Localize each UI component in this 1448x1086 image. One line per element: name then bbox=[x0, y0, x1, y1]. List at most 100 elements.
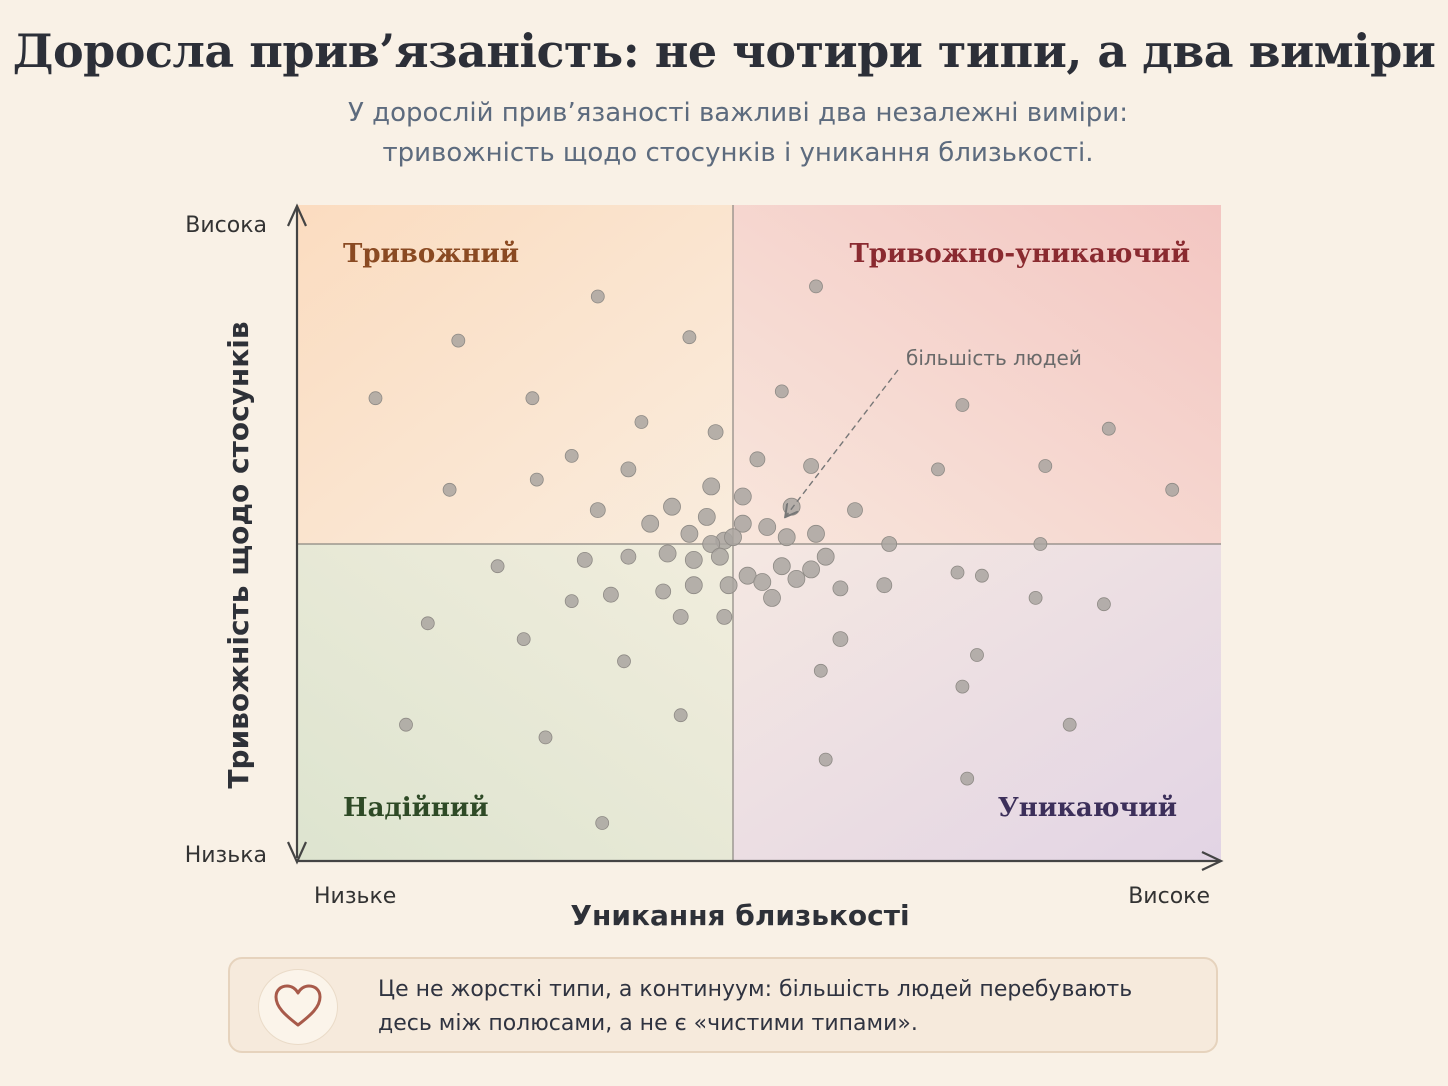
note-line-2: десь між полюсами, а не є «чистими типам… bbox=[378, 1011, 918, 1036]
data-point-46 bbox=[802, 560, 820, 579]
data-point-49 bbox=[787, 570, 806, 588]
data-point-68 bbox=[617, 654, 631, 669]
data-point-77 bbox=[595, 816, 610, 830]
quadrant-fearful bbox=[733, 205, 1221, 544]
data-point-51 bbox=[719, 576, 738, 595]
data-point-21 bbox=[733, 487, 752, 506]
data-point-57 bbox=[876, 577, 893, 594]
quadrant-avoidant bbox=[733, 544, 1221, 861]
y-tick-high: Висока bbox=[185, 213, 267, 238]
data-point-17 bbox=[529, 472, 544, 487]
data-point-2 bbox=[451, 333, 466, 348]
data-point-66 bbox=[832, 631, 849, 647]
data-point-63 bbox=[1097, 597, 1111, 612]
data-point-75 bbox=[818, 752, 833, 767]
data-point-24 bbox=[847, 502, 863, 519]
annotation-leader bbox=[786, 369, 899, 516]
data-point-74 bbox=[538, 730, 553, 745]
data-point-18 bbox=[442, 482, 457, 497]
data-point-52 bbox=[684, 576, 703, 595]
data-point-73 bbox=[399, 717, 413, 732]
data-point-41 bbox=[816, 547, 835, 566]
data-point-9 bbox=[634, 415, 649, 429]
data-point-27 bbox=[697, 508, 716, 526]
y-tick-low: Низька bbox=[185, 843, 267, 868]
note-line-1: Це не жорсткі типи, а континуум: більшіс… bbox=[378, 977, 1133, 1002]
quadrant-label-secure: Надійний bbox=[343, 793, 489, 823]
data-point-14 bbox=[620, 461, 637, 478]
data-point-67 bbox=[970, 648, 984, 662]
data-point-8 bbox=[1101, 421, 1116, 436]
data-point-1 bbox=[809, 279, 823, 294]
data-point-53 bbox=[832, 580, 849, 597]
data-point-34 bbox=[724, 528, 742, 547]
scatter-chart: більшість людей Тривожний Тривожно-уника… bbox=[185, 203, 1224, 932]
y-axis-arrow-up bbox=[286, 203, 308, 227]
data-point-37 bbox=[881, 536, 898, 552]
data-point-58 bbox=[564, 594, 579, 608]
data-point-45 bbox=[490, 559, 505, 574]
data-point-26 bbox=[641, 514, 660, 533]
data-point-7 bbox=[955, 398, 970, 412]
data-point-40 bbox=[620, 548, 637, 565]
quadrant-label-fearful: Тривожно-уникаючий bbox=[850, 239, 1190, 269]
heart-icon bbox=[274, 984, 322, 1027]
data-point-0 bbox=[590, 289, 605, 304]
data-point-6 bbox=[774, 384, 789, 399]
data-point-28 bbox=[733, 514, 752, 533]
data-point-25 bbox=[663, 497, 681, 516]
data-point-31 bbox=[807, 524, 825, 543]
data-point-30 bbox=[777, 528, 796, 547]
data-point-71 bbox=[673, 708, 688, 723]
data-point-38 bbox=[658, 544, 677, 563]
chart-title: Доросла прив’язаність: не чотири типи, а… bbox=[12, 24, 1436, 78]
subtitle-line-2: тривожність щодо стосунків і уникання бл… bbox=[382, 138, 1094, 168]
data-point-69 bbox=[813, 663, 828, 678]
data-point-70 bbox=[955, 679, 970, 694]
data-point-19 bbox=[1165, 482, 1180, 497]
data-point-72 bbox=[1062, 717, 1077, 732]
x-tick-high: Високе bbox=[1128, 884, 1210, 909]
data-point-59 bbox=[1028, 591, 1043, 605]
data-point-44 bbox=[576, 552, 593, 568]
data-point-32 bbox=[680, 524, 699, 543]
subtitle-line-1: У дорослій прив’язаності важливі два нез… bbox=[348, 98, 1128, 128]
data-point-29 bbox=[758, 518, 777, 536]
quadrant-label-avoidant: Уникаючий bbox=[998, 793, 1177, 823]
data-point-42 bbox=[684, 551, 703, 569]
data-point-3 bbox=[682, 330, 697, 345]
data-point-36 bbox=[1033, 537, 1048, 551]
annotation-text: більшість людей bbox=[906, 346, 1082, 370]
data-point-43 bbox=[772, 557, 791, 576]
data-point-60 bbox=[763, 589, 781, 607]
x-axis-title: Уникання близькості bbox=[570, 899, 909, 932]
data-point-35 bbox=[702, 535, 721, 553]
data-point-64 bbox=[420, 616, 435, 631]
data-point-50 bbox=[753, 573, 772, 591]
quadrant-anxious bbox=[297, 205, 733, 544]
points-layer bbox=[368, 279, 1180, 830]
data-point-15 bbox=[931, 462, 945, 477]
data-point-5 bbox=[525, 391, 540, 406]
data-point-48 bbox=[950, 565, 965, 580]
y-axis-title: Тривожність щодо стосунків bbox=[222, 321, 255, 788]
data-point-4 bbox=[368, 391, 383, 406]
x-tick-low: Низьке bbox=[314, 884, 396, 909]
note-box: Це не жорсткі типи, а континуум: більшіс… bbox=[228, 957, 1218, 1053]
data-point-12 bbox=[749, 451, 766, 468]
data-point-76 bbox=[960, 771, 975, 786]
data-point-13 bbox=[803, 458, 819, 474]
note-icon-circle bbox=[258, 969, 338, 1045]
data-point-20 bbox=[702, 477, 721, 496]
x-axis-arrow bbox=[1201, 851, 1224, 871]
note-text: Це не жорсткі типи, а континуум: більшіс… bbox=[378, 973, 1198, 1041]
data-point-39 bbox=[711, 547, 729, 566]
data-point-54 bbox=[655, 583, 672, 600]
data-point-10 bbox=[707, 424, 724, 441]
data-point-56 bbox=[603, 586, 619, 603]
data-point-11 bbox=[564, 448, 579, 463]
data-point-16 bbox=[1038, 459, 1053, 473]
data-point-65 bbox=[516, 632, 531, 646]
quadrant-label-anxious: Тривожний bbox=[343, 239, 519, 269]
data-point-55 bbox=[975, 568, 989, 583]
